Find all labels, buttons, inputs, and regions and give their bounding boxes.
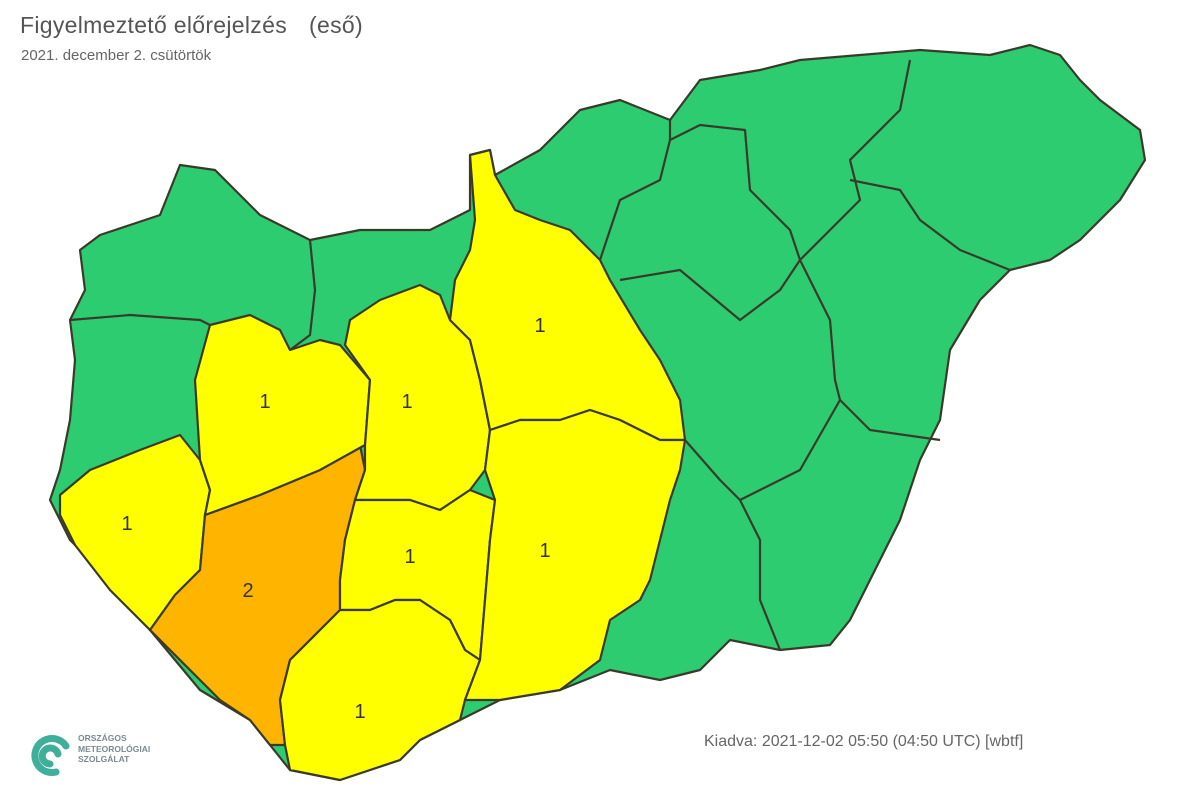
warning-level-label: 1 [534, 315, 545, 337]
warning-level-label: 1 [539, 540, 550, 562]
warning-level-label: 1 [121, 513, 132, 535]
issued-timestamp: Kiadva: 2021-12-02 05:50 (04:50 UTC) [wb… [704, 733, 1024, 750]
warning-level-label: 1 [354, 701, 365, 723]
county-border [849, 178, 1011, 272]
warning-level-label: 1 [404, 546, 415, 568]
forecast-date: 2021. december 2. csütörtök [21, 47, 212, 64]
logo-line: ORSZÁGOS [78, 733, 127, 743]
logo-line: METEOROLÓGIAI [78, 743, 151, 754]
warning-level-label: 2 [242, 580, 253, 602]
county-border [289, 239, 317, 351]
logo-line: SZOLGÁLAT [78, 754, 130, 764]
county-border [799, 259, 941, 442]
logo-text: ORSZÁGOS METEOROLÓGIAI SZOLGÁLAT [78, 733, 150, 765]
county-veszprem [193, 313, 372, 517]
county-border [69, 313, 211, 326]
county-border [619, 123, 802, 322]
warning-level-label: 1 [259, 391, 270, 413]
county-bacs-kiskun [463, 408, 687, 702]
omsz-logo: ORSZÁGOS METEOROLÓGIAI SZOLGÁLAT [26, 728, 206, 784]
warning-level-label: 1 [401, 391, 412, 413]
spiral-logo-icon [31, 735, 70, 776]
map-title: Figyelmeztető előrejelzés (eső) [20, 12, 363, 39]
county-border [598, 120, 672, 261]
county-border [739, 499, 782, 651]
phenomenon-label: (eső) [309, 12, 363, 38]
title-text: Figyelmeztető előrejelzés [20, 12, 288, 38]
county-baranya [278, 598, 482, 782]
